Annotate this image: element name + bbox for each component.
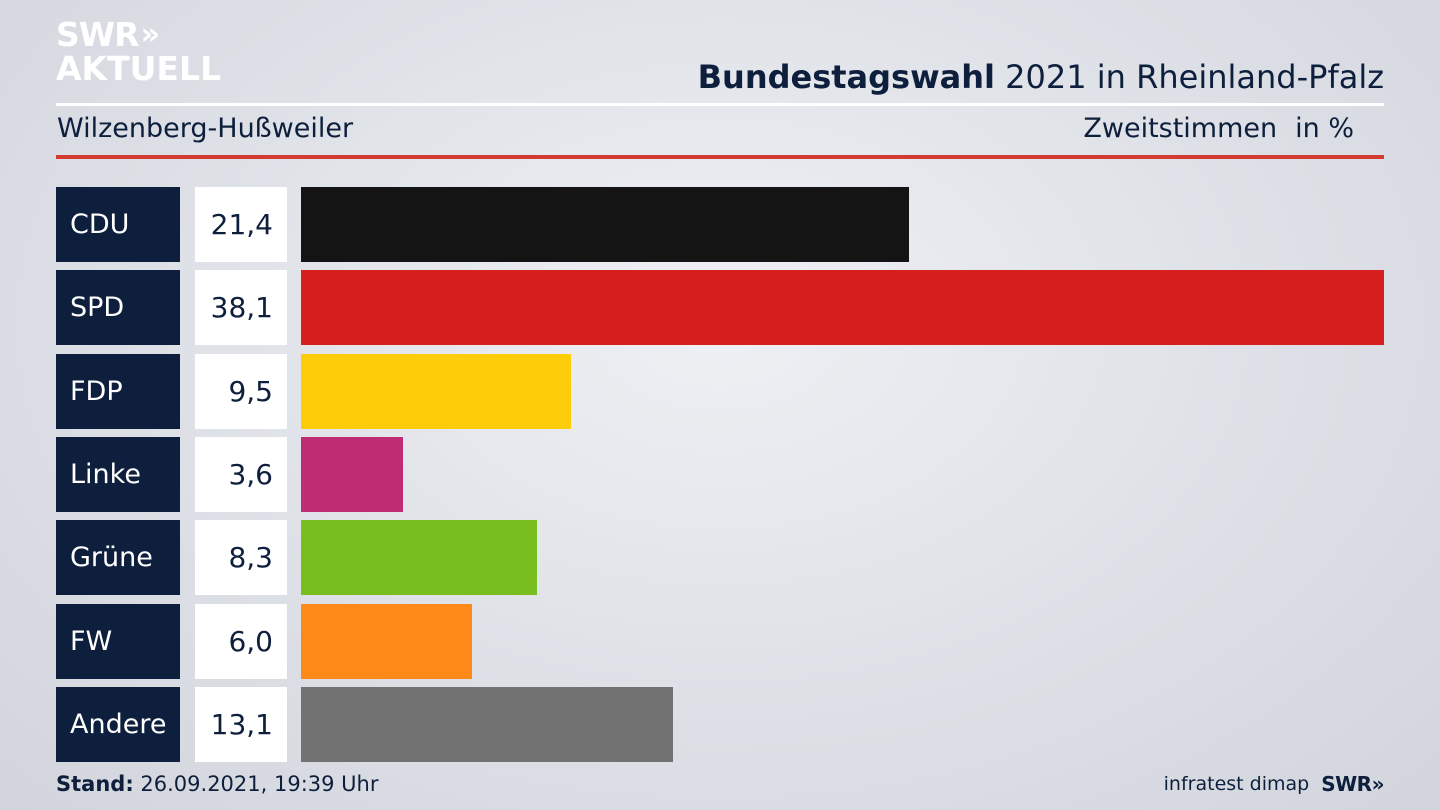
logo-aktuell-text: AKTUELL: [56, 49, 222, 88]
party-label: FDP: [56, 353, 180, 429]
swr-small-logo: SWR»: [1321, 772, 1384, 796]
measure-label: Zweitstimmen in %: [1083, 113, 1354, 144]
timestamp: Stand: 26.09.2021, 19:39 Uhr: [56, 772, 379, 796]
bar: [301, 436, 403, 512]
party-label: CDU: [56, 187, 180, 262]
source-name: infratest dimap: [1163, 773, 1310, 795]
value-label: 3,6: [195, 436, 287, 512]
bar: [301, 353, 571, 429]
value-label: 8,3: [195, 520, 287, 596]
party-label: Linke: [56, 436, 180, 512]
value-label: 9,5: [195, 353, 287, 429]
logo-chevron-icon: »: [140, 16, 161, 52]
value-label: 21,4: [195, 187, 287, 262]
value-label: 6,0: [195, 603, 287, 679]
bar-row: Grüne 8,3: [56, 520, 1384, 596]
chart-subtitle: Wilzenberg-Hußweiler: [57, 113, 354, 144]
bar-row: Andere 13,1: [56, 686, 1384, 762]
swr-aktuell-logo: SWR» AKTUELL: [56, 18, 221, 85]
bar-row: CDU 21,4: [56, 187, 1384, 262]
red-divider: [56, 155, 1384, 159]
bar: [301, 603, 472, 679]
measure-unit: in %: [1295, 113, 1354, 144]
bar: [301, 270, 1384, 346]
party-label: SPD: [56, 270, 180, 346]
stand-label: Stand:: [56, 772, 134, 796]
source-credit: infratest dimap SWR»: [1163, 772, 1385, 796]
bar-row: SPD 38,1: [56, 270, 1384, 346]
measure-name: Zweitstimmen: [1083, 113, 1278, 144]
party-label: Grüne: [56, 520, 180, 596]
bar: [301, 520, 537, 596]
header-divider: [56, 103, 1384, 106]
chart-title: Bundestagswahl 2021 in Rheinland-Pfalz: [698, 58, 1384, 96]
bar: [301, 686, 673, 762]
title-bold: Bundestagswahl: [697, 58, 995, 96]
bar: [301, 187, 909, 262]
value-label: 13,1: [195, 686, 287, 762]
value-label: 38,1: [195, 270, 287, 346]
bar-row: FDP 9,5: [56, 353, 1384, 429]
bar-row: FW 6,0: [56, 603, 1384, 679]
bar-row: Linke 3,6: [56, 436, 1384, 512]
logo-swr-text: SWR: [56, 15, 140, 54]
party-label: Andere: [56, 686, 180, 762]
title-rest: 2021 in Rheinland-Pfalz: [995, 58, 1384, 96]
party-label: FW: [56, 603, 180, 679]
stand-value: 26.09.2021, 19:39 Uhr: [133, 772, 379, 796]
